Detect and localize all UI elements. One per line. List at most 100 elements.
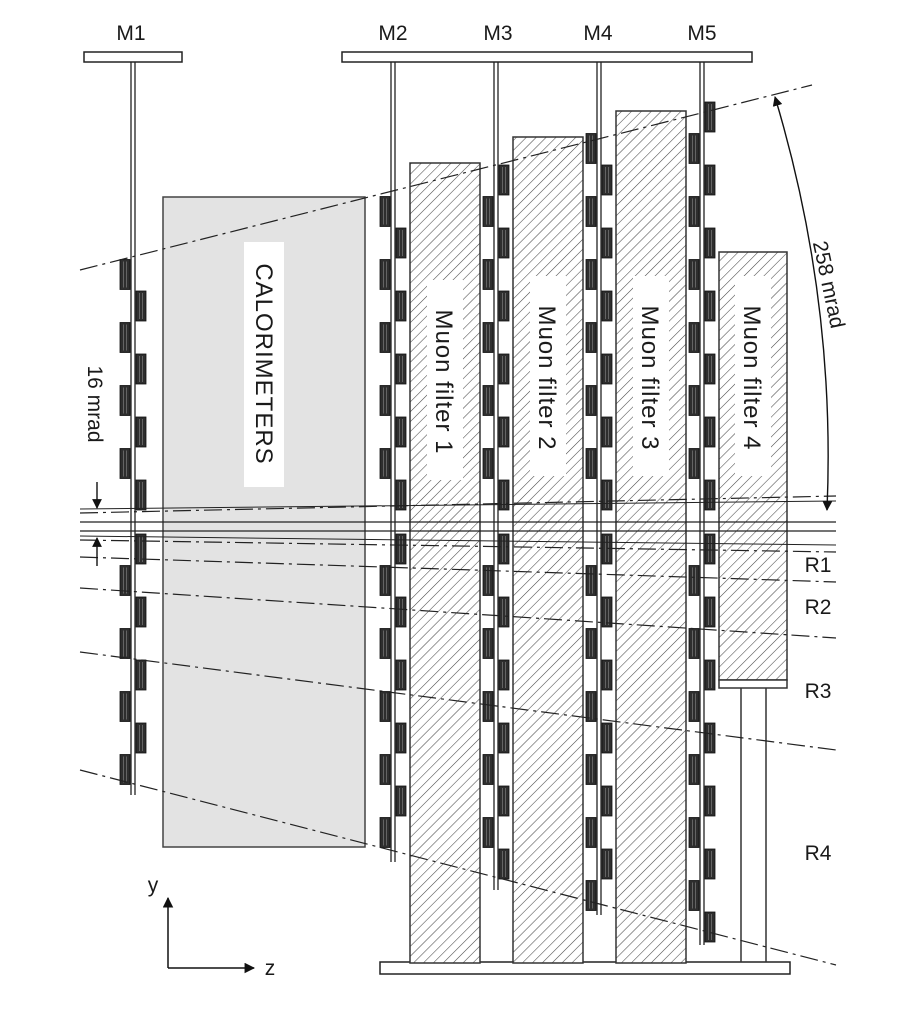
m1-chamber xyxy=(119,754,131,785)
muon-filter-1-label: Muon filter 1 xyxy=(430,309,457,454)
m5-chamber xyxy=(688,259,700,290)
m2-chamber xyxy=(395,290,407,322)
base-support-beam xyxy=(379,961,791,975)
m4-chamber xyxy=(585,754,597,785)
region-label-r1: R1 xyxy=(805,554,832,577)
m2-chamber xyxy=(379,817,391,848)
m3-chamber xyxy=(498,353,510,385)
m4-chamber xyxy=(601,848,613,880)
filter-3-label-box xyxy=(633,276,669,476)
m5-chamber xyxy=(704,848,716,880)
m5-chamber xyxy=(688,196,700,227)
m5-chamber xyxy=(688,133,700,164)
m4-chamber xyxy=(601,596,613,628)
m3-chamber xyxy=(482,448,494,479)
m5-chamber xyxy=(704,164,716,196)
m3-chamber xyxy=(498,659,510,691)
m5-chamber xyxy=(704,659,716,691)
m5-chamber xyxy=(688,754,700,785)
m2-chamber xyxy=(379,754,391,785)
m2-chamber xyxy=(395,353,407,385)
m3-chamber xyxy=(498,164,510,196)
m4-chamber xyxy=(585,196,597,227)
m4-chamber xyxy=(601,659,613,691)
m2-chamber xyxy=(395,659,407,691)
m2-chamber xyxy=(379,628,391,659)
m3-chamber xyxy=(482,259,494,290)
calorimeters-label: CALORIMETERS xyxy=(250,263,277,464)
axis-label-y: y xyxy=(148,874,159,897)
m4-chamber xyxy=(585,817,597,848)
station-label-m2: M2 xyxy=(378,22,407,45)
m3-chamber xyxy=(482,628,494,659)
m1-chamber xyxy=(119,259,131,290)
m3-chamber xyxy=(498,785,510,817)
region-label-r3: R3 xyxy=(805,680,832,703)
m5-chamber xyxy=(688,880,700,911)
muon-filter-3-block xyxy=(615,110,687,964)
station-hanging-rods xyxy=(130,62,705,945)
m3-chamber xyxy=(498,290,510,322)
m1-support-beam xyxy=(83,51,183,63)
beam-line xyxy=(80,521,836,532)
m1-chamber xyxy=(119,385,131,416)
muon-filter-4-base-plate xyxy=(718,679,788,689)
muon-filter-2-block xyxy=(512,136,584,964)
m5-chamber xyxy=(688,322,700,353)
m3-chamber xyxy=(498,416,510,448)
muon-filter-4-label: Muon filter 4 xyxy=(738,305,765,450)
m2-chamber xyxy=(395,479,407,511)
m1-chamber xyxy=(135,533,147,565)
m3-chamber xyxy=(498,479,510,511)
m5-chamber xyxy=(704,911,716,943)
m4-chamber xyxy=(585,385,597,416)
filter-2-label-box xyxy=(530,276,566,476)
m1-chamber xyxy=(119,565,131,596)
m2-chamber xyxy=(379,448,391,479)
m2-chamber xyxy=(379,691,391,722)
m2-chamber xyxy=(395,722,407,754)
m1-chamber xyxy=(119,448,131,479)
m2-chamber xyxy=(379,196,391,227)
filter-1-label-box xyxy=(427,280,463,480)
m4-chamber xyxy=(601,227,613,259)
m5-chamber xyxy=(688,385,700,416)
m2-chamber xyxy=(395,785,407,817)
m3-chamber xyxy=(482,817,494,848)
m3-chamber xyxy=(498,596,510,628)
m4-chamber xyxy=(601,353,613,385)
m3-chamber xyxy=(482,322,494,353)
m5-chamber xyxy=(688,565,700,596)
m3-chamber xyxy=(482,691,494,722)
m1-chamber xyxy=(119,691,131,722)
coordinate-axes xyxy=(162,896,256,974)
m5-chamber xyxy=(704,290,716,322)
m1-chamber xyxy=(119,628,131,659)
m5-chamber xyxy=(688,628,700,659)
m3-chamber xyxy=(498,722,510,754)
m2-chamber xyxy=(379,259,391,290)
muon-filter-4-support-legs xyxy=(740,688,767,962)
m4-chamber xyxy=(601,290,613,322)
m3-chamber xyxy=(498,533,510,565)
m2-chamber xyxy=(379,385,391,416)
station-label-m5: M5 xyxy=(687,22,716,45)
m4-chamber xyxy=(601,785,613,817)
m2-chamber xyxy=(395,227,407,259)
calorimeters-label-box xyxy=(244,242,284,487)
m5-chamber xyxy=(688,691,700,722)
axis-label-z: z xyxy=(265,957,276,980)
m5-chamber xyxy=(704,596,716,628)
m2-chamber xyxy=(379,322,391,353)
m4-chamber xyxy=(585,448,597,479)
m5-chamber xyxy=(704,785,716,817)
outer-angle-label: 258 mrad xyxy=(808,239,849,331)
m2-chamber xyxy=(395,533,407,565)
outer-angle-arc xyxy=(772,96,833,511)
station-label-m1: M1 xyxy=(116,22,145,45)
m2-chamber xyxy=(395,416,407,448)
m3-chamber xyxy=(498,848,510,880)
m4-chamber xyxy=(601,722,613,754)
m2-chamber xyxy=(395,596,407,628)
m4-chamber xyxy=(585,880,597,911)
